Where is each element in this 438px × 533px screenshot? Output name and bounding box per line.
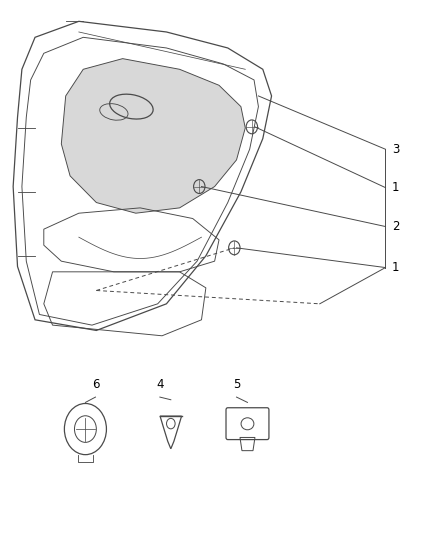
- Text: 4: 4: [156, 378, 164, 391]
- Polygon shape: [61, 59, 245, 213]
- Text: 2: 2: [392, 220, 399, 233]
- Text: 3: 3: [392, 143, 399, 156]
- Text: 1: 1: [392, 261, 399, 274]
- Text: 6: 6: [92, 378, 99, 391]
- Text: 5: 5: [233, 378, 240, 391]
- Text: 1: 1: [392, 181, 399, 194]
